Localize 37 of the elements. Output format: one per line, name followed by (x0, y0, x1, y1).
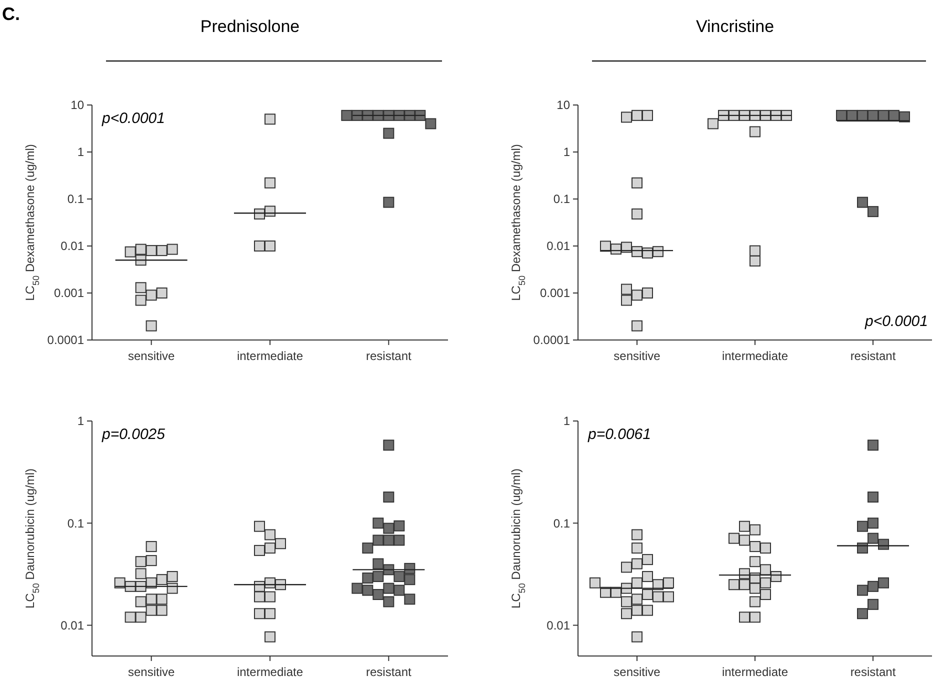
x-tick-label: sensitive (614, 665, 661, 679)
y-tick-label: 0.1 (67, 192, 84, 206)
x-tick-label: intermediate (236, 349, 304, 363)
x-tick-label: intermediate (722, 665, 788, 679)
y-tick-label: 1 (77, 145, 84, 160)
y-tick-label: 10 (556, 98, 570, 112)
x-tick-label: resistant (366, 349, 412, 363)
x-tick-label: resistant (366, 665, 412, 679)
x-tick-label: intermediate (236, 665, 304, 679)
text: C. (2, 4, 20, 24)
annotation: p=0.0025 (101, 426, 166, 443)
annotation: p<0.0001 (101, 110, 165, 127)
y-tick-label: 0.001 (540, 286, 570, 300)
y-tick-label: 0.0001 (533, 333, 570, 348)
x-tick-label: intermediate (722, 349, 788, 363)
y-tick-label: 1 (563, 414, 570, 428)
y-tick-label: 0.1 (553, 516, 570, 530)
y-tick-label: 0.001 (54, 286, 84, 300)
y-tick-label: 1 (563, 145, 570, 160)
x-tick-label: resistant (850, 665, 896, 679)
y-tick-label: 10 (70, 98, 84, 112)
y-tick-label: 0.01 (546, 618, 570, 632)
chart-title: Prednisolone (200, 17, 300, 36)
annotation: p<0.0001 (864, 313, 928, 330)
x-tick-label: resistant (850, 349, 896, 363)
chart-title: Vincristine (696, 17, 774, 36)
y-tick-label: 0.1 (67, 516, 84, 530)
x-tick-label: sensitive (128, 349, 176, 363)
y-tick-label: 1 (77, 414, 84, 428)
annotation: p=0.0061 (587, 426, 651, 443)
x-tick-label: sensitive (128, 665, 176, 679)
y-tick-label: 0.1 (553, 192, 570, 206)
y-tick-label: 0.0001 (47, 333, 84, 348)
y-tick-label: 0.01 (60, 618, 84, 632)
y-tick-label: 0.01 (546, 239, 570, 254)
x-tick-label: sensitive (614, 349, 661, 363)
y-tick-label: 0.01 (60, 239, 84, 254)
